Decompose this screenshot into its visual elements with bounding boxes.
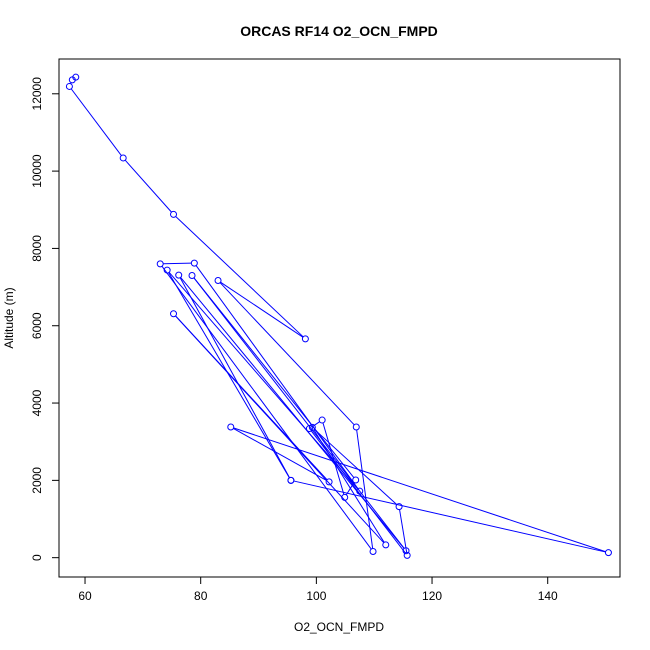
y-tick-label: 4000 [30,389,44,416]
y-axis-label: Altitude (m) [2,287,16,348]
y-tick-label: 8000 [30,235,44,262]
series-line-segment [193,277,355,478]
data-point [308,423,316,431]
series-line-segment [168,272,290,478]
data-point [403,551,411,559]
data-point [395,503,403,511]
data-point [68,76,76,84]
data-point [170,310,178,318]
series-line-segment [233,427,606,553]
data-point [188,271,196,279]
series-line-segment [163,262,192,265]
chart-title: ORCAS RF14 O2_OCN_FMPD [240,23,438,39]
data-point [175,271,183,279]
data-point [318,416,326,424]
series-line-segment [233,428,327,481]
data-point [163,266,171,274]
x-tick-label: 140 [538,589,558,603]
y-tick-label: 12000 [30,77,44,111]
y-axis: 0 2000 4000 6000 8000 10000 12000 [30,77,60,561]
x-tick-label: 80 [194,589,208,603]
x-axis: 60 80 100 120 140 [78,576,558,603]
series-line-segment [124,160,172,213]
data-point [604,549,612,557]
data-point [402,547,410,555]
series-line-segment [70,88,122,156]
y-tick-label: 0 [30,554,44,561]
data-point [341,493,349,501]
data-point [301,335,309,343]
data-point [119,154,127,162]
x-axis-label: O2_OCN_FMPD [294,620,384,634]
data-point [227,423,235,431]
series-lines [70,82,606,554]
data-point [170,210,178,218]
data-point [352,423,360,431]
series-line-segment [314,429,398,505]
y-tick-label: 10000 [30,154,44,188]
series-points [65,73,612,559]
data-point [325,478,333,486]
series-line-segment [322,422,345,495]
data-point [382,541,390,549]
series-line-segment [220,281,303,338]
x-tick-label: 60 [78,589,92,603]
series-line-segment [311,421,320,428]
data-point [369,547,377,555]
series-line-segment [175,216,304,338]
x-tick-label: 100 [306,589,326,603]
data-point [287,476,295,484]
series-line-segment [313,429,385,543]
data-point [352,476,360,484]
data-point [214,277,222,285]
series-line-segment [219,282,355,426]
series-line-segment [399,509,408,553]
data-point [190,259,198,267]
series-line-segment [168,272,359,490]
data-point [156,260,164,268]
data-point [65,82,73,90]
data-point [356,487,364,495]
series-line-segment [193,277,405,549]
series-line-segment [293,480,606,553]
y-tick-label: 6000 [30,312,44,339]
series-line-segment [356,430,374,549]
series-line-segment [161,266,372,550]
y-tick-label: 2000 [30,467,44,494]
x-tick-label: 120 [422,589,442,603]
series-line-segment [179,277,290,478]
series-line-segment [175,315,328,480]
